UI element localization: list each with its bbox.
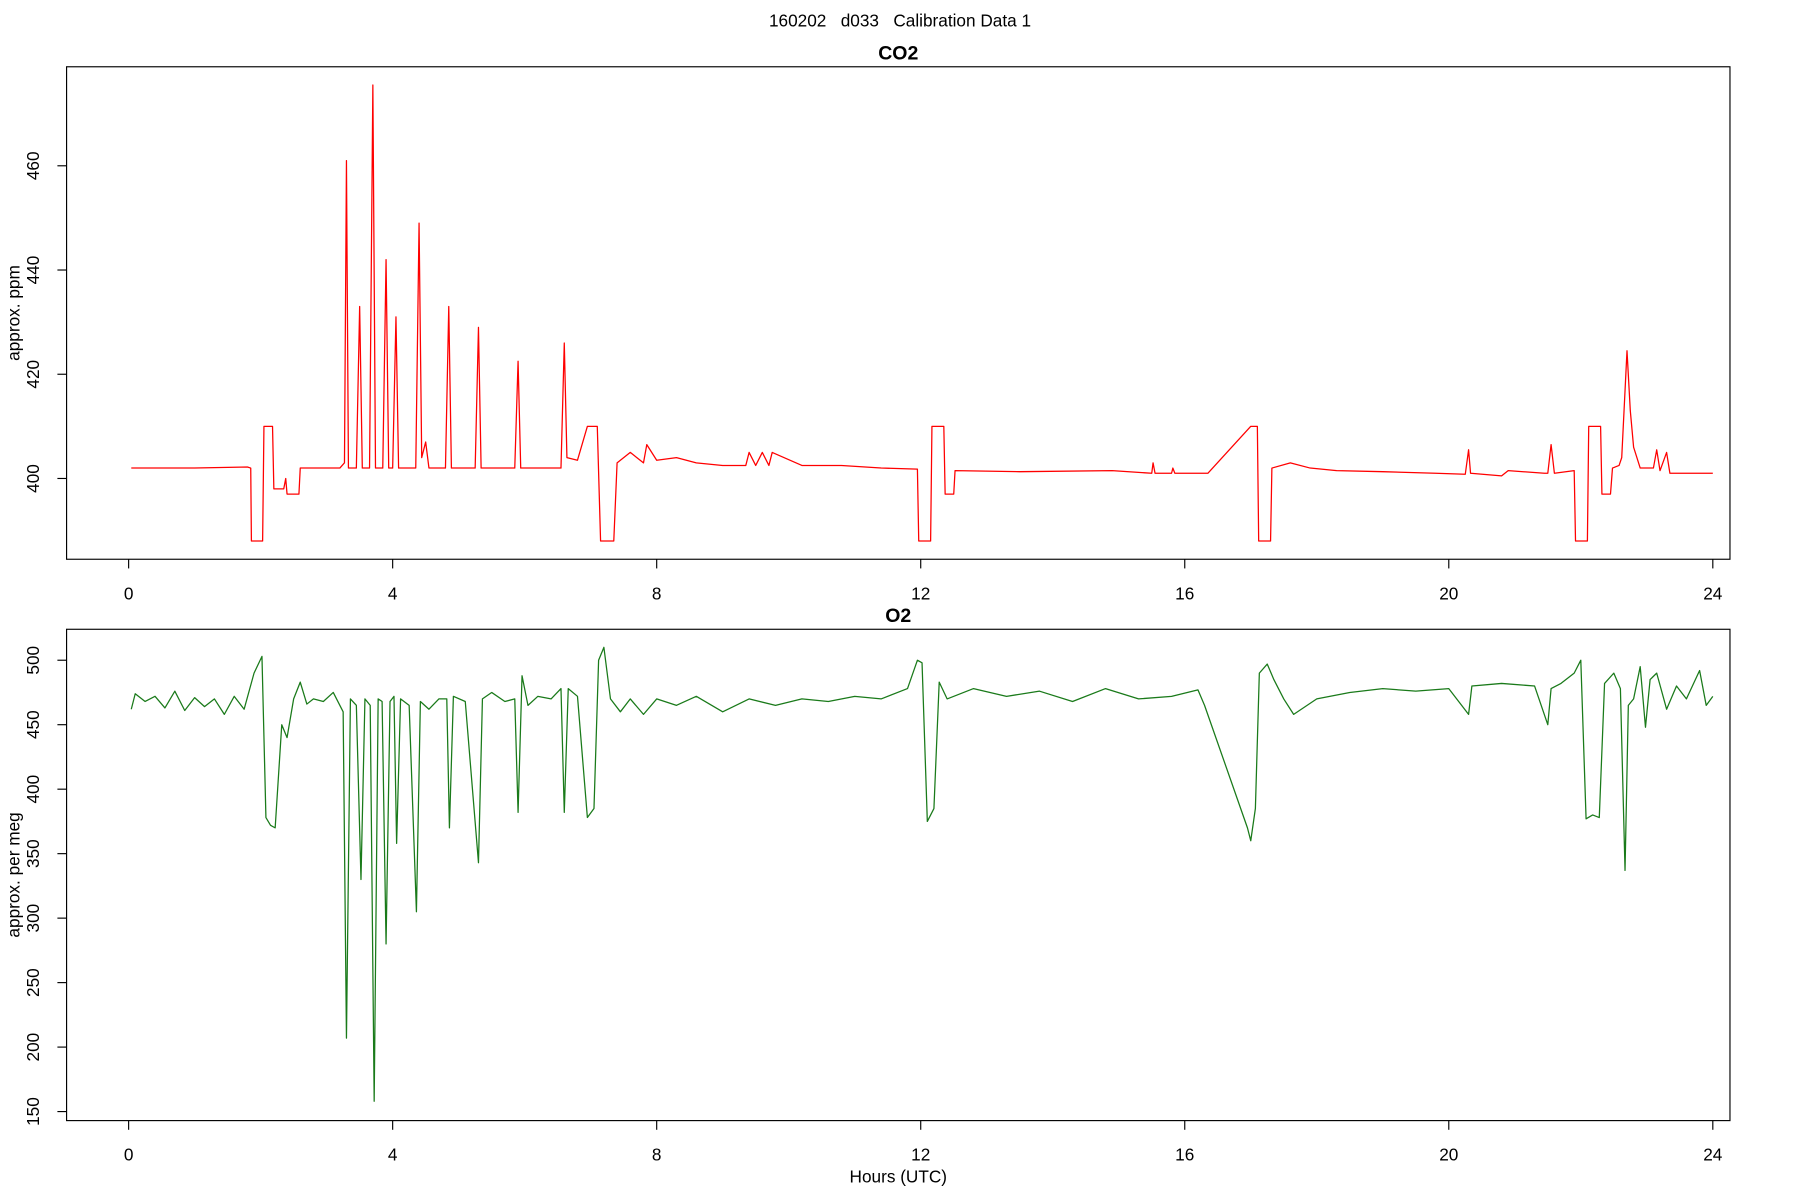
data-line [130,646,1714,1102]
x-tick-label: 20 [1439,1145,1458,1165]
x-axis-label: Hours (UTC) [850,1167,947,1187]
x-tick-label: 0 [124,583,134,603]
y-tick-label: 350 [23,839,43,868]
y-tick-label: 420 [23,360,43,389]
plot-frame [66,628,1731,1122]
x-tick-label: 8 [652,1145,662,1165]
x-tick-label: 16 [1175,1145,1194,1165]
y-tick-label: 400 [23,464,43,493]
panel-title: CO2 [878,42,918,64]
y-axis-label: approx. ppm [3,265,23,361]
x-tick-label: 16 [1175,583,1194,603]
y-tick-label: 300 [23,904,43,933]
panel-title: O2 [885,605,911,627]
y-tick-label: 440 [23,256,43,285]
x-tick-label: 20 [1439,583,1458,603]
x-tick-label: 24 [1703,583,1723,603]
y-tick-label: 250 [23,968,43,997]
data-line [131,84,1713,542]
x-tick-label: 8 [652,583,662,603]
plot-frame [66,66,1731,560]
y-tick-label: 500 [23,646,43,675]
x-tick-label: 12 [911,583,930,603]
y-tick-label: 450 [23,710,43,739]
x-tick-label: 0 [124,1145,134,1165]
y-tick-label: 400 [23,775,43,804]
page-title: 160202 d033 Calibration Data 1 [769,11,1031,31]
y-tick-label: 150 [23,1097,43,1126]
x-tick-label: 4 [388,1145,398,1165]
y-tick-label: 460 [23,151,43,180]
x-tick-label: 12 [911,1145,930,1165]
x-tick-label: 24 [1703,1145,1723,1165]
y-axis-label: approx. per meg [3,812,23,937]
x-tick-label: 4 [388,583,398,603]
y-tick-label: 200 [23,1033,43,1062]
